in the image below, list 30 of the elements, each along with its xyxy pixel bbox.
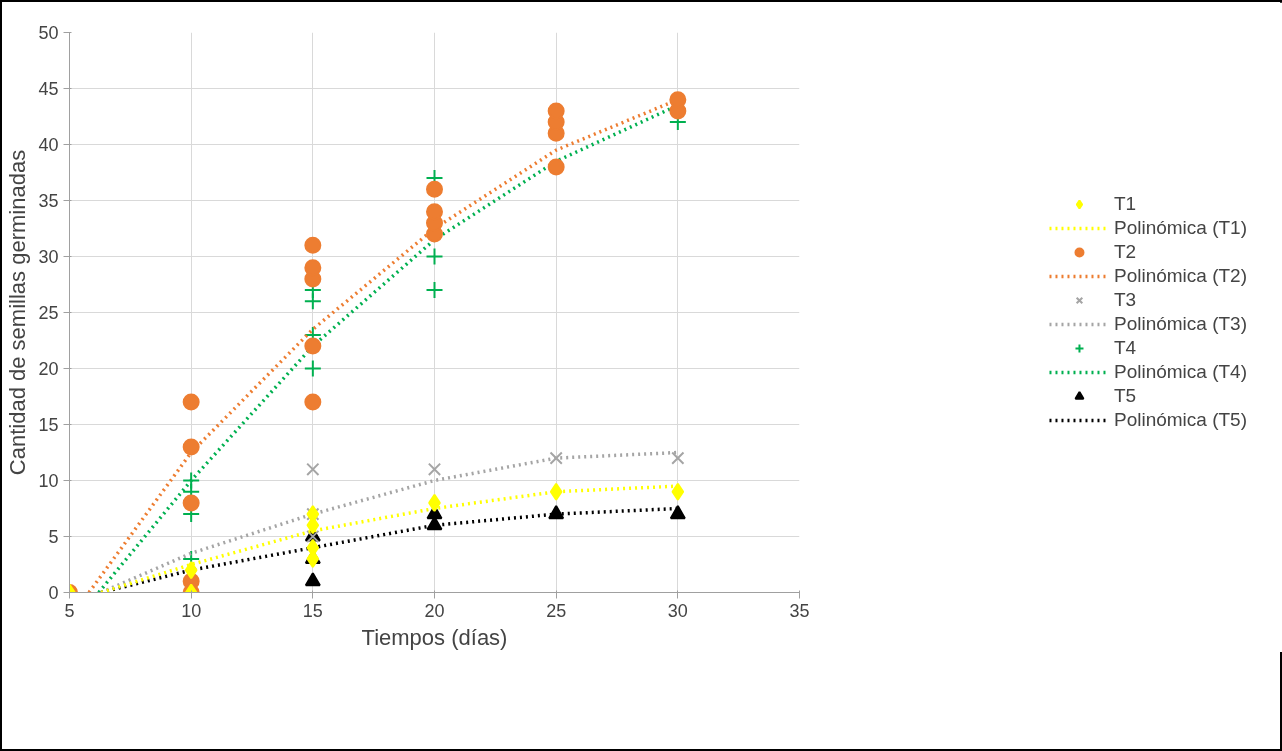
legend-label: T1	[1113, 193, 1137, 215]
legend-label: T2	[1113, 241, 1137, 263]
y-tick-label: 20	[38, 359, 59, 379]
x-tick-label: 5	[64, 600, 75, 621]
legend-label: T3	[1113, 289, 1137, 311]
y-tick-label: 10	[38, 471, 59, 491]
y-tick-label: 50	[38, 23, 59, 43]
legend-label: Polinómica (T2)	[1113, 265, 1248, 287]
y-axis-title: Cantidad de semillas germinadas	[5, 149, 31, 476]
y-tick-label: 25	[38, 303, 59, 323]
legend-label: Polinómica (T3)	[1113, 313, 1248, 335]
legend-label: Polinómica (T4)	[1113, 361, 1248, 383]
legend-label: Polinómica (T1)	[1113, 217, 1248, 239]
y-tick-label: 0	[48, 583, 59, 603]
x-tick-label: 10	[181, 600, 202, 621]
x-tick-label: 30	[667, 600, 688, 621]
x-tick-label: 15	[302, 600, 323, 621]
y-tick-label: 5	[48, 527, 59, 547]
y-tick-label: 45	[38, 79, 59, 99]
y-tick-label: 30	[38, 247, 59, 267]
x-tick-label: 25	[546, 600, 567, 621]
legend-label: Polinómica (T5)	[1113, 409, 1248, 431]
legend-label: T5	[1113, 385, 1137, 407]
legend-label: T4	[1113, 337, 1137, 359]
y-tick-label: 40	[38, 135, 59, 155]
x-tick-label: 35	[789, 600, 810, 621]
y-tick-label: 15	[38, 415, 59, 435]
x-tick-label: 20	[424, 600, 445, 621]
x-axis-title: Tiempos (días)	[361, 624, 508, 650]
y-tick-label: 35	[38, 191, 59, 211]
